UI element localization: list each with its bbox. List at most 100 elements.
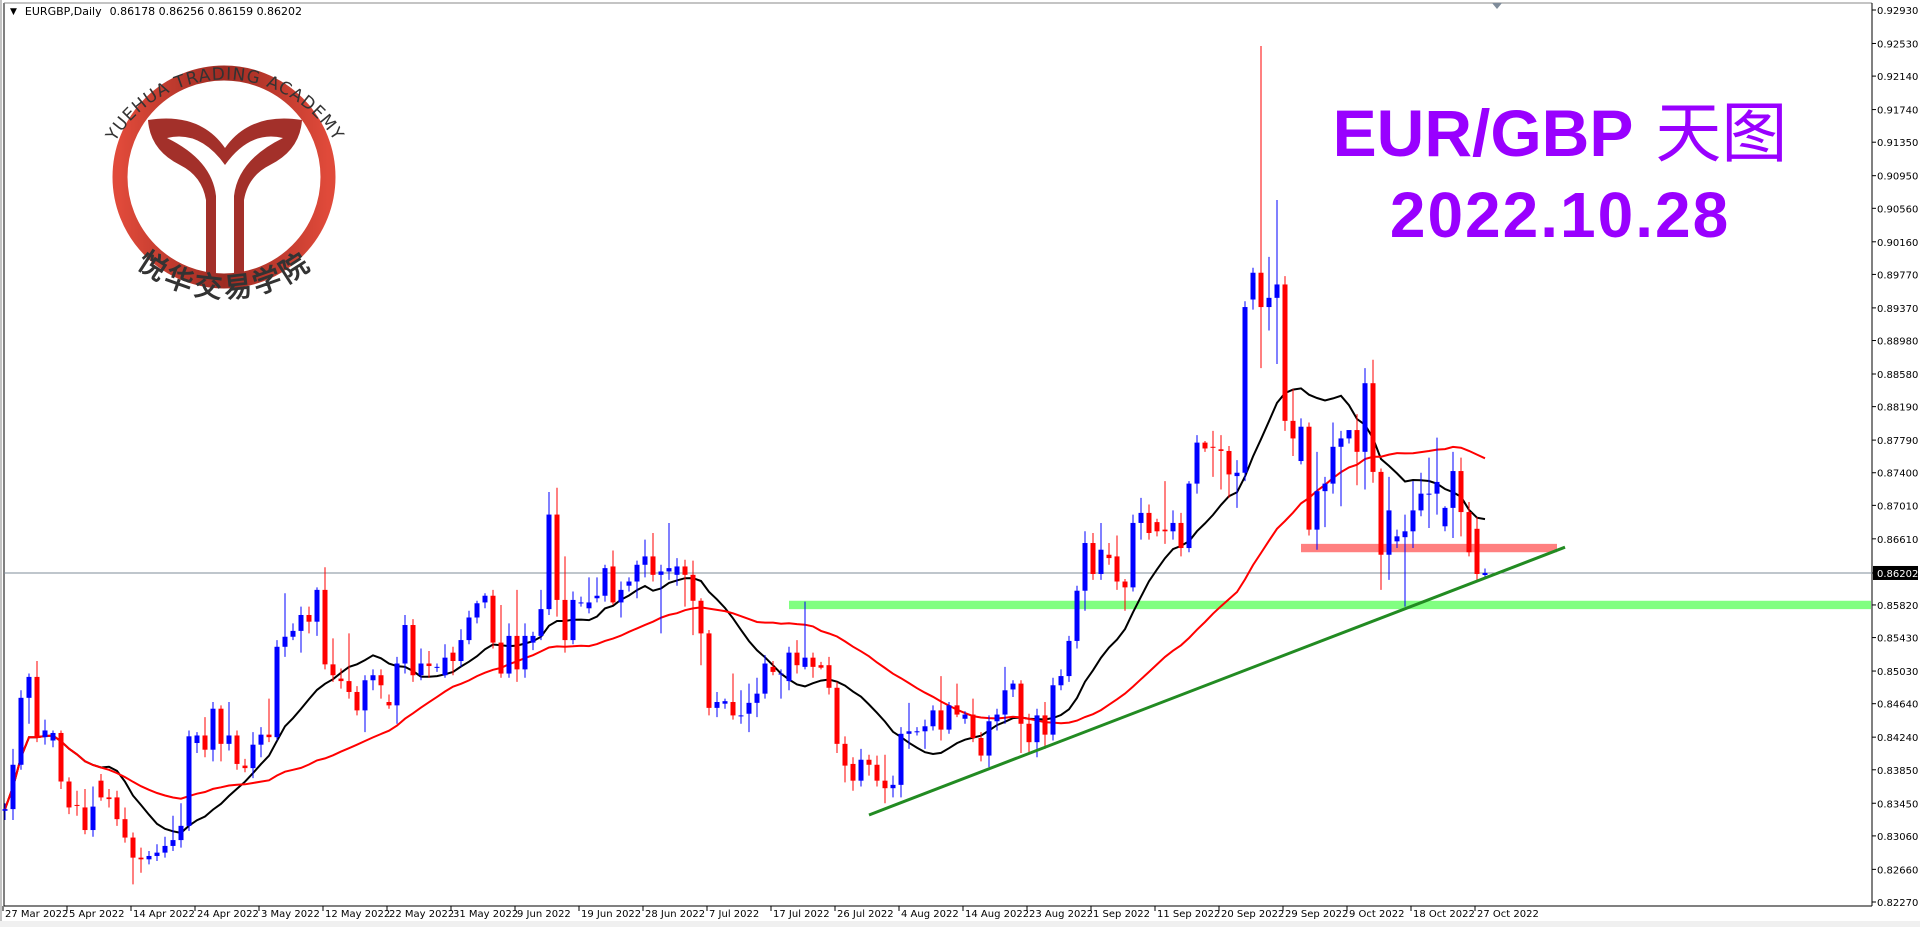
candle-body <box>714 702 720 708</box>
candle-body <box>226 735 232 744</box>
candle-body <box>1162 529 1168 532</box>
candle-body <box>1082 543 1088 591</box>
time-axis[interactable]: 27 Mar 2022 5 Apr 2022 14 Apr 2022 24 Apr 2… <box>2 906 1539 920</box>
candle-body <box>130 837 136 858</box>
candle <box>1298 418 1304 465</box>
status-strip <box>0 921 1920 927</box>
candle-body <box>138 857 144 860</box>
current-price-label: 0.86202 <box>1877 569 1918 580</box>
candle <box>106 789 112 808</box>
candle <box>586 577 592 614</box>
candle <box>610 550 616 605</box>
candle-body <box>178 825 184 841</box>
time-tick-label: 3 May 2022 <box>261 909 320 920</box>
candle-body <box>1074 590 1080 641</box>
candle <box>498 604 504 678</box>
candle-body <box>482 595 488 603</box>
candle-body <box>610 566 616 603</box>
candle <box>458 629 464 667</box>
candle-body <box>506 635 512 674</box>
candle-body <box>770 666 776 672</box>
price-tick-label: 0.92530 <box>1877 39 1918 50</box>
price-tick-label: 0.84240 <box>1877 733 1918 744</box>
price-axis[interactable]: 0.92930 0.92530 0.92140 0.91740 0.91350 0.909… <box>1872 6 1918 909</box>
candle <box>130 832 136 885</box>
candle-body <box>594 595 600 599</box>
candle <box>746 683 752 733</box>
candle-body <box>802 657 808 667</box>
candle <box>34 661 40 743</box>
candle <box>914 727 920 736</box>
candle <box>66 777 72 815</box>
candle <box>1330 422 1336 494</box>
time-tick-label: 1 Sep 2022 <box>1093 909 1150 920</box>
dropdown-triangle-icon[interactable]: ▼ <box>10 6 17 17</box>
candle <box>1154 518 1160 537</box>
ohlc-values: 0.86178 0.86256 0.86159 0.86202 <box>109 5 303 18</box>
candle-body <box>1474 528 1480 574</box>
candle-body <box>1298 426 1304 462</box>
candle <box>154 844 160 861</box>
candle-body <box>122 819 128 838</box>
candle <box>1018 680 1024 754</box>
candle <box>418 648 424 681</box>
candle <box>322 567 328 670</box>
candle <box>1138 497 1144 540</box>
candle-body <box>1450 471 1456 508</box>
candle-body <box>114 797 120 820</box>
chart-shift-marker-icon[interactable] <box>1492 3 1502 9</box>
candle <box>250 732 256 779</box>
candle <box>618 581 624 618</box>
candle-body <box>1258 272 1264 308</box>
candle <box>866 754 872 776</box>
candle <box>10 748 16 820</box>
candle-body <box>1250 272 1256 300</box>
candle-body <box>1370 383 1376 472</box>
time-tick-label: 19 Jun 2022 <box>581 909 641 920</box>
overlay-title-cn: 天图 <box>1655 95 1788 172</box>
candle <box>1466 502 1472 557</box>
candle-body <box>1106 554 1112 559</box>
logo-ring <box>112 65 336 289</box>
candle <box>1250 267 1256 310</box>
candle-body <box>634 564 640 582</box>
candle <box>1234 460 1240 508</box>
candle <box>594 577 600 603</box>
candle <box>834 681 840 754</box>
candle-body <box>1122 581 1128 588</box>
candle-body <box>250 744 256 769</box>
candle <box>1266 256 1272 331</box>
candle-body <box>354 691 360 711</box>
candle <box>466 610 472 645</box>
candle-body <box>522 635 528 670</box>
candle-body <box>1154 522 1160 532</box>
price-tick-label: 0.88580 <box>1877 370 1918 381</box>
candle <box>1306 422 1312 536</box>
candle <box>386 694 392 709</box>
candle <box>122 807 128 843</box>
candle <box>1114 535 1120 590</box>
candle <box>186 730 192 831</box>
candle-body <box>498 642 504 674</box>
candle <box>570 591 576 645</box>
candle-body <box>1090 543 1096 574</box>
candle <box>1426 457 1432 528</box>
candle <box>690 560 696 636</box>
candle <box>1186 481 1192 553</box>
candle <box>402 614 408 674</box>
candle-body <box>1178 522 1184 549</box>
candle <box>922 719 928 749</box>
candle-body <box>562 599 568 641</box>
candle <box>314 587 320 636</box>
trendline-layer <box>868 545 1566 817</box>
candle-body <box>274 646 280 738</box>
candle <box>874 755 880 787</box>
price-tick-label: 0.91350 <box>1877 138 1918 149</box>
candle-body <box>202 735 208 750</box>
candle <box>1346 430 1352 444</box>
candle <box>426 650 432 678</box>
candle <box>1122 579 1128 611</box>
candle <box>114 790 120 826</box>
candle-body <box>890 784 896 789</box>
